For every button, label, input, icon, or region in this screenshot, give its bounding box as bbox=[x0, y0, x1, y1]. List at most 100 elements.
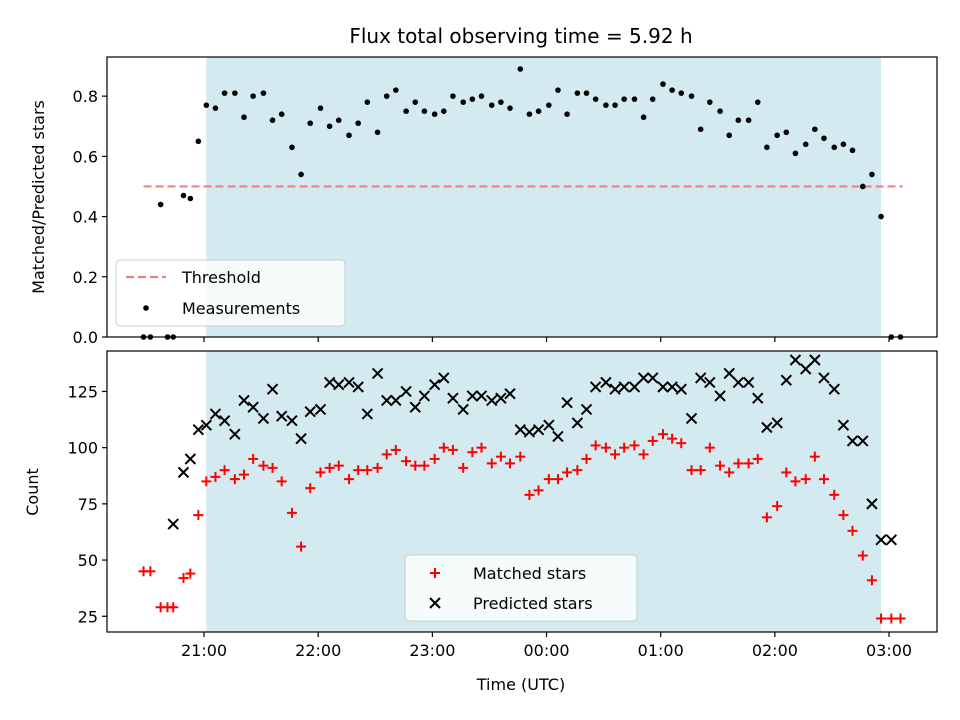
matched-stars-point bbox=[193, 510, 204, 521]
y-tick-label: 0.0 bbox=[73, 328, 98, 347]
predicted-stars-point bbox=[885, 534, 898, 546]
predicted-stars-point bbox=[428, 379, 441, 391]
matched-stars-point bbox=[638, 449, 649, 460]
predicted-stars-point bbox=[580, 403, 593, 416]
matched-stars-point bbox=[761, 512, 772, 523]
measurement-point bbox=[764, 144, 770, 151]
predicted-stars-point bbox=[742, 376, 755, 389]
matched-stars-point bbox=[438, 442, 449, 453]
x-tick-label: 03:00 bbox=[866, 641, 912, 660]
measurement-point bbox=[649, 96, 656, 102]
matched-stars-point bbox=[315, 467, 326, 478]
matched-stars-point bbox=[168, 602, 179, 613]
measurement-point bbox=[631, 96, 638, 102]
y-tick-label: 0.4 bbox=[73, 208, 98, 227]
measurement-point bbox=[849, 147, 856, 154]
predicted-stars-point bbox=[323, 376, 336, 389]
predicted-stars-point bbox=[438, 372, 450, 384]
matched-stars-point bbox=[495, 451, 506, 462]
predicted-stars-point bbox=[192, 423, 205, 436]
predicted-stars-point bbox=[390, 394, 402, 407]
matched-stars-point bbox=[515, 451, 526, 462]
predicted-stars-point bbox=[543, 419, 555, 431]
predicted-stars-point bbox=[561, 396, 573, 409]
legend-threshold-label: Threshold bbox=[181, 268, 261, 287]
matched-stars-point bbox=[248, 453, 259, 464]
predicted-stars-point bbox=[167, 518, 179, 530]
matched-stars-point bbox=[629, 440, 640, 451]
predicted-stars-point bbox=[789, 354, 802, 366]
y-tick-label: 50 bbox=[78, 551, 98, 570]
measurement-point bbox=[374, 129, 381, 136]
measurement-point bbox=[269, 117, 276, 124]
matched-stars-point bbox=[838, 510, 849, 521]
measurement-point bbox=[393, 87, 399, 93]
predicted-stars-point bbox=[618, 381, 630, 393]
matched-stars-point bbox=[185, 568, 196, 579]
matched-stars-point bbox=[324, 462, 335, 473]
measurement-point bbox=[260, 90, 267, 96]
measurement-point bbox=[289, 144, 295, 151]
measurement-point bbox=[488, 102, 495, 108]
predicted-stars-point bbox=[177, 466, 190, 479]
measurement-point bbox=[326, 123, 333, 130]
x-tick-label: 21:00 bbox=[181, 641, 227, 660]
predicted-stars-point bbox=[809, 354, 821, 366]
measurement-point bbox=[335, 117, 342, 124]
matched-stars-point bbox=[305, 483, 316, 494]
legend-predicted-label: Predicted stars bbox=[473, 594, 593, 613]
measurement-point bbox=[212, 105, 219, 111]
matched-stars-point bbox=[458, 462, 469, 473]
predicted-stars-point bbox=[486, 394, 498, 407]
matched-stars-point bbox=[619, 442, 630, 453]
matched-stars-point bbox=[790, 476, 801, 487]
x-tick-label: 22:00 bbox=[295, 641, 341, 660]
legend-matched-label: Matched stars bbox=[473, 564, 586, 583]
matched-stars-point bbox=[647, 435, 658, 446]
predicted-stars-point bbox=[400, 385, 412, 398]
measurement-point bbox=[440, 108, 447, 114]
measurement-point bbox=[526, 111, 533, 118]
measurement-point bbox=[878, 213, 884, 220]
predicted-stars-point bbox=[247, 401, 259, 413]
predicted-stars-point bbox=[675, 383, 687, 395]
matched-stars-point bbox=[543, 474, 554, 485]
predicted-stars-point bbox=[704, 376, 716, 389]
matched-stars-point bbox=[590, 440, 601, 451]
measurement-point bbox=[592, 96, 599, 102]
matched-stars-point bbox=[743, 458, 754, 469]
measurement-point bbox=[383, 93, 390, 99]
measurement-point bbox=[783, 129, 790, 136]
predicted-stars-point bbox=[818, 372, 830, 384]
measurement-point bbox=[460, 99, 467, 105]
matched-stars-point bbox=[704, 442, 715, 453]
predicted-stars-point bbox=[552, 430, 564, 443]
matched-stars-point bbox=[362, 465, 373, 476]
predicted-stars-point bbox=[514, 423, 526, 436]
predicted-stars-point bbox=[504, 388, 516, 400]
measurement-point bbox=[498, 99, 504, 105]
matched-stars-point bbox=[600, 442, 611, 453]
measurement-point bbox=[745, 117, 752, 124]
measurement-point bbox=[621, 96, 627, 102]
predicted-stars-point bbox=[184, 453, 197, 465]
measurement-point bbox=[754, 99, 761, 105]
matched-stars-point bbox=[276, 476, 287, 487]
measurement-point bbox=[431, 111, 438, 118]
matched-stars-point bbox=[486, 458, 497, 469]
chart-title: Flux total observing time = 5.92 h bbox=[349, 24, 692, 48]
measurement-point bbox=[364, 99, 371, 105]
matched-stars-point bbox=[752, 453, 763, 464]
predicted-stars-point bbox=[589, 381, 602, 393]
legend-measurements-label: Measurements bbox=[182, 299, 300, 318]
predicted-stars-point bbox=[523, 426, 536, 438]
matched-stars-point bbox=[715, 460, 726, 471]
matched-stars-point bbox=[733, 458, 744, 469]
measurement-point bbox=[546, 102, 552, 108]
matched-stars-point bbox=[467, 447, 478, 458]
measurement-point bbox=[831, 144, 838, 151]
measurement-point bbox=[412, 99, 419, 105]
matched-stars-point bbox=[296, 541, 307, 552]
matched-stars-point bbox=[581, 453, 592, 464]
x-tick-label: 02:00 bbox=[752, 641, 798, 660]
